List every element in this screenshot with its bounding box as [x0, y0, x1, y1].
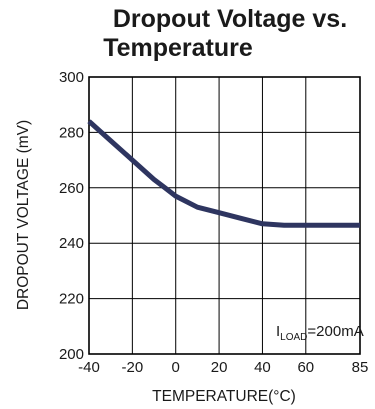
x-tick-label: 20: [211, 359, 228, 376]
series-layer: [87, 119, 360, 228]
load-annotation: ILOAD=200mA: [276, 323, 364, 343]
y-tick-label: 240: [59, 235, 84, 252]
grid: [89, 77, 360, 354]
y-tick-label: 300: [59, 69, 84, 86]
x-tick-label: -20: [122, 359, 144, 376]
x-tick-label: 40: [254, 359, 271, 376]
series-line: [87, 119, 360, 228]
y-tick-label: 220: [59, 291, 84, 308]
y-tick-label: 260: [59, 180, 84, 197]
tick-labels: -40 -20 0 20 40 60 85 200 220 240 260 280 300: [59, 69, 368, 376]
plot-frame: [88, 76, 361, 355]
y-tick-label: 280: [59, 124, 84, 141]
x-tick-label: 60: [297, 359, 314, 376]
y-tick-label: 200: [59, 346, 84, 363]
x-axis-label: TEMPERATURE(°C): [152, 388, 296, 405]
chart-title-line-1: Dropout Voltage vs.: [113, 5, 347, 33]
load-annotation-main: I: [276, 323, 280, 340]
chart-title-line-2: Temperature: [103, 34, 253, 62]
y-axis-label: DROPOUT VOLTAGE (mV): [15, 120, 32, 310]
x-tick-label: -40: [78, 359, 100, 376]
load-annotation-sub: LOAD: [280, 332, 307, 343]
load-annotation-suffix: =200mA: [307, 323, 363, 340]
x-tick-label: 0: [172, 359, 180, 376]
x-tick-label: 85: [352, 359, 369, 376]
